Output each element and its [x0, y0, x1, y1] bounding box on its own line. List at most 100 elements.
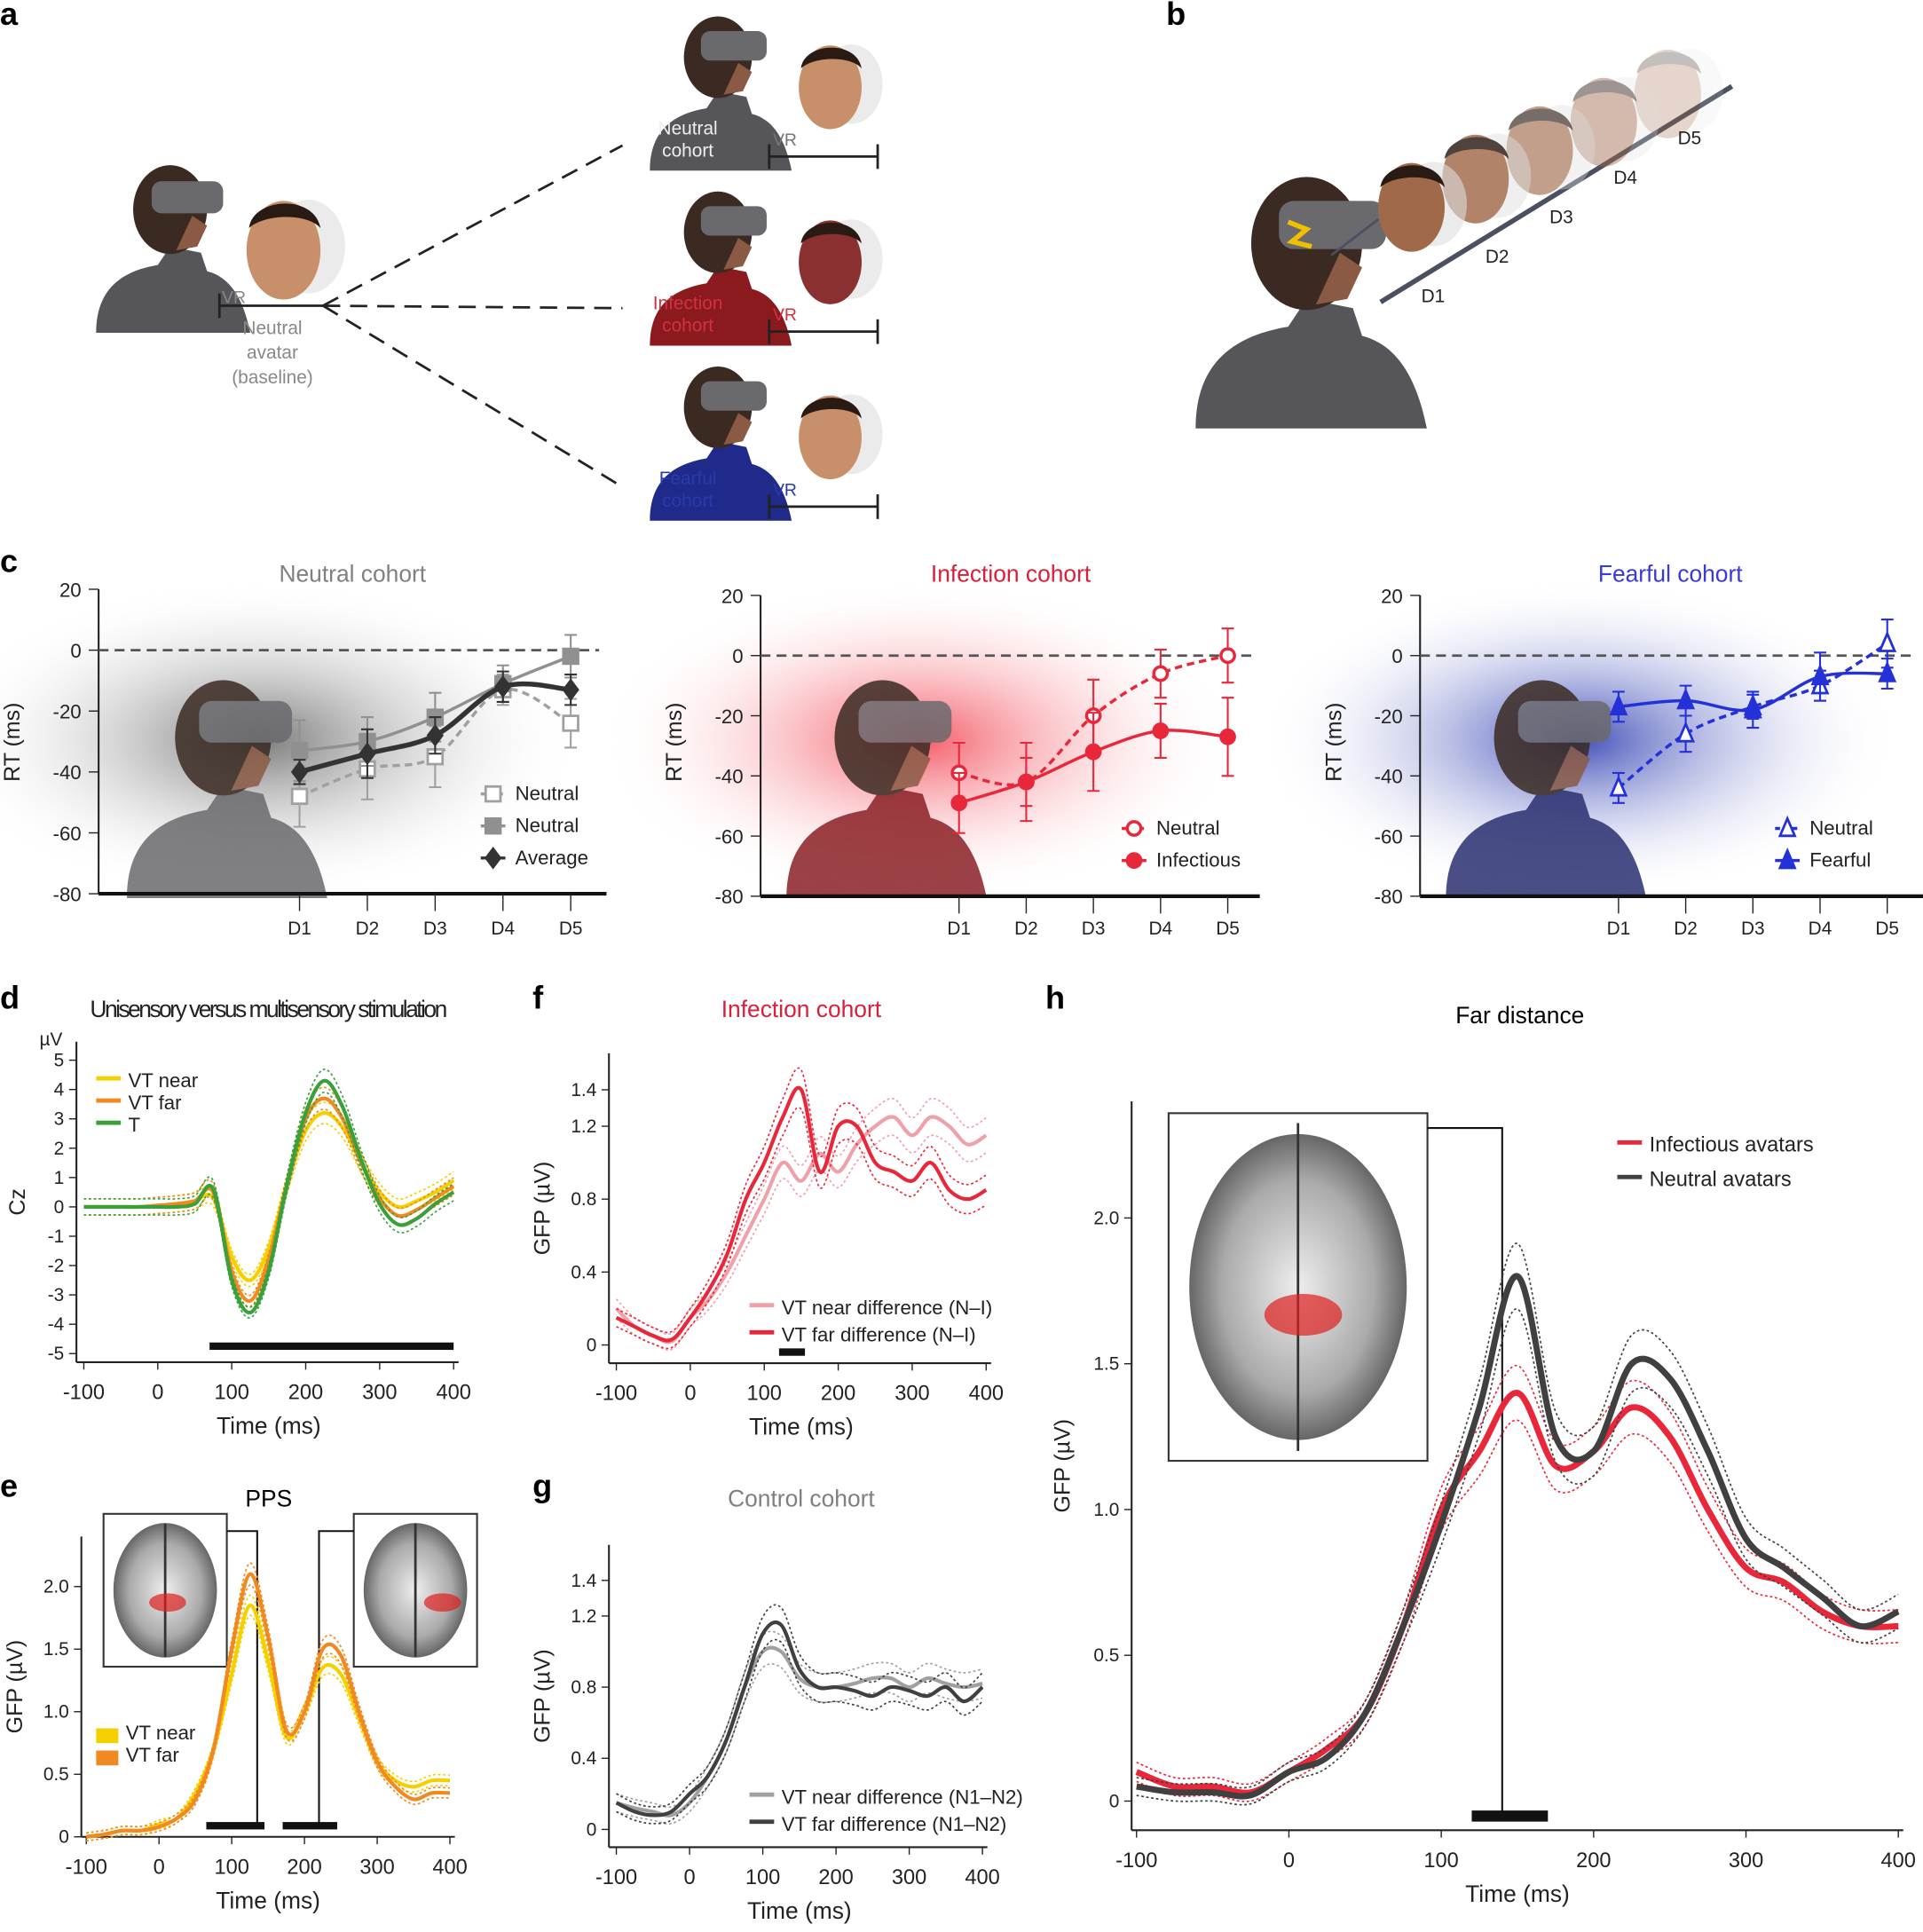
chart-title: Infection cohort	[931, 561, 1092, 587]
x-axis-label: Time (ms)	[1465, 1881, 1570, 1907]
y-tick-label: 0	[587, 1335, 597, 1355]
chart-title: Fearful cohort	[1598, 561, 1743, 587]
vr-headset-icon	[1517, 700, 1612, 743]
vr-headset-icon	[151, 181, 224, 214]
vr-label: VR	[222, 288, 246, 308]
data-point-triangle	[1676, 687, 1696, 710]
x-tick-label: 100	[214, 1382, 248, 1405]
panel-label-d: d	[0, 978, 20, 1016]
legend-swatch	[749, 1329, 775, 1335]
x-tick-label: 300	[1729, 1849, 1763, 1873]
legend-label: Infectious	[1156, 849, 1241, 871]
hair	[800, 222, 862, 244]
legend-label: VT far difference (N1–N2)	[782, 1813, 1007, 1835]
significance-bar	[209, 1342, 454, 1351]
y-tick-label: 3	[54, 1109, 65, 1130]
x-tick-label: 0	[154, 1856, 165, 1879]
x-tick-label: D5	[559, 919, 583, 939]
confidence-bound	[616, 1067, 987, 1334]
hair	[1444, 137, 1509, 160]
y-tick-label: -60	[53, 823, 82, 845]
face	[1634, 49, 1701, 138]
face	[1315, 252, 1362, 305]
y-tick-label: 1.5	[43, 1639, 69, 1660]
panel-label-b: b	[1166, 0, 1186, 33]
x-tick-label: 400	[432, 1856, 467, 1879]
legend-label: Neutral	[1809, 816, 1873, 839]
y-tick-label: 5	[54, 1051, 65, 1071]
y-tick-label: 1	[54, 1168, 65, 1188]
legend-label: Fearful	[1809, 849, 1871, 871]
face	[231, 745, 272, 791]
y-unit-label: µV	[39, 1029, 62, 1050]
y-tick-label: 0.4	[571, 1262, 596, 1282]
confidence-bound	[616, 1604, 983, 1808]
x-tick-label: -100	[1115, 1849, 1157, 1873]
x-axis-label: Time (ms)	[747, 1897, 852, 1924]
series-line-1	[1136, 1273, 1900, 1800]
y-tick-label: 1.2	[571, 1116, 596, 1137]
data-point-circle	[1152, 665, 1170, 682]
y-tick-label: 0	[1391, 645, 1402, 667]
significance-bar	[778, 1348, 806, 1356]
x-tick-label: D3	[1741, 919, 1765, 939]
x-tick-label: D3	[423, 919, 447, 939]
x-tick-label: D4	[1149, 919, 1173, 939]
torso	[650, 91, 792, 171]
vr-label: VR	[773, 130, 797, 150]
hair	[1508, 108, 1573, 131]
y-tick-label: 1.4	[571, 1080, 596, 1100]
confidence-bound	[86, 1584, 451, 1842]
legend-label: VT near	[126, 1722, 196, 1744]
y-tick-label: 0.5	[1093, 1645, 1119, 1666]
chart-title: PPS	[245, 1485, 292, 1511]
legend-swatch	[1617, 1139, 1643, 1145]
x-tick-label: 200	[288, 1382, 323, 1405]
x-tick-label: 200	[287, 1856, 321, 1879]
panel-label-h: h	[1044, 978, 1066, 1016]
confidence-bound	[83, 1091, 454, 1319]
cohort-label: cohort	[662, 316, 713, 336]
face	[246, 201, 321, 300]
y-tick-label: -4	[48, 1314, 65, 1335]
participant-silhouette	[786, 680, 987, 898]
y-tick-label: -20	[53, 701, 82, 723]
legend-swatch	[96, 1076, 122, 1081]
face	[723, 62, 753, 95]
chart-title: Far distance	[1455, 1002, 1584, 1029]
y-tick-label: 2	[54, 1139, 65, 1159]
legend-label: T	[128, 1114, 140, 1136]
x-tick-label: D2	[1674, 919, 1698, 939]
torso	[96, 246, 250, 334]
legend-label: Average	[516, 847, 588, 869]
dashed-connector	[322, 144, 624, 307]
looming-avatar-5	[1634, 48, 1723, 138]
y-tick-label: 20	[721, 585, 744, 607]
cohort-label: cohort	[662, 491, 713, 511]
y-axis-label: Cz	[5, 1188, 30, 1216]
y-tick-label: -60	[715, 825, 744, 848]
data-point-diamond	[426, 723, 444, 747]
confidence-bound	[616, 1638, 983, 1825]
confidence-bound	[86, 1562, 451, 1834]
x-tick-label: D1	[1607, 919, 1631, 939]
y-tick-label: 0	[70, 640, 81, 662]
y-tick-label: -40	[715, 766, 744, 788]
face	[1570, 77, 1637, 167]
x-tick-label: 400	[965, 1866, 999, 1889]
legend-swatch	[1617, 1174, 1643, 1179]
confidence-bound	[1136, 1419, 1899, 1802]
y-tick-label: -40	[1375, 766, 1403, 788]
torso	[1446, 785, 1647, 898]
lightning-icon	[1286, 219, 1312, 249]
data-point-triangle	[1743, 697, 1762, 719]
legend-label: VT near difference (N–I)	[782, 1297, 993, 1319]
x-tick-label: -100	[63, 1382, 105, 1405]
x-tick-label: 100	[1423, 1849, 1458, 1873]
x-tick-label: D2	[1014, 919, 1038, 939]
cohort-label: Neutral	[658, 118, 718, 138]
torso	[1195, 298, 1427, 429]
legend-marker-square	[484, 785, 502, 803]
distance-axis	[1379, 83, 1734, 304]
y-tick-label: 0.5	[43, 1764, 69, 1785]
